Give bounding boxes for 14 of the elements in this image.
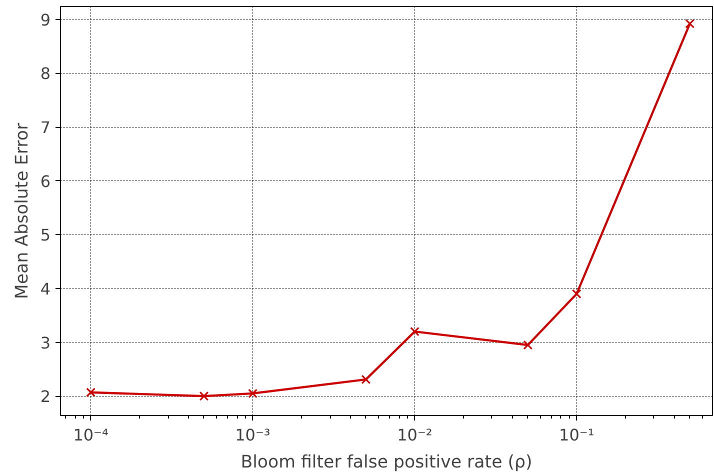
y-tick-label: 5 bbox=[40, 226, 51, 245]
y-tick-label: 2 bbox=[40, 387, 51, 406]
x-tick-label: 10⁻¹ bbox=[559, 426, 594, 444]
x-tick-label: 10⁻² bbox=[397, 426, 432, 444]
y-tick-label: 3 bbox=[40, 333, 51, 352]
y-tick-label: 4 bbox=[40, 279, 51, 298]
y-tick-label: 9 bbox=[40, 10, 51, 30]
y-tick-label: 6 bbox=[40, 172, 51, 191]
y-tick-label: 7 bbox=[40, 118, 51, 138]
x-tick-label: 10⁻⁴ bbox=[73, 426, 108, 444]
y-axis-title: Mean Absolute Error bbox=[12, 122, 32, 300]
x-tick-label: 10⁻³ bbox=[235, 426, 270, 444]
x-axis-title: Bloom filter false positive rate (ρ) bbox=[240, 452, 532, 472]
y-tick-label: 8 bbox=[40, 64, 51, 84]
